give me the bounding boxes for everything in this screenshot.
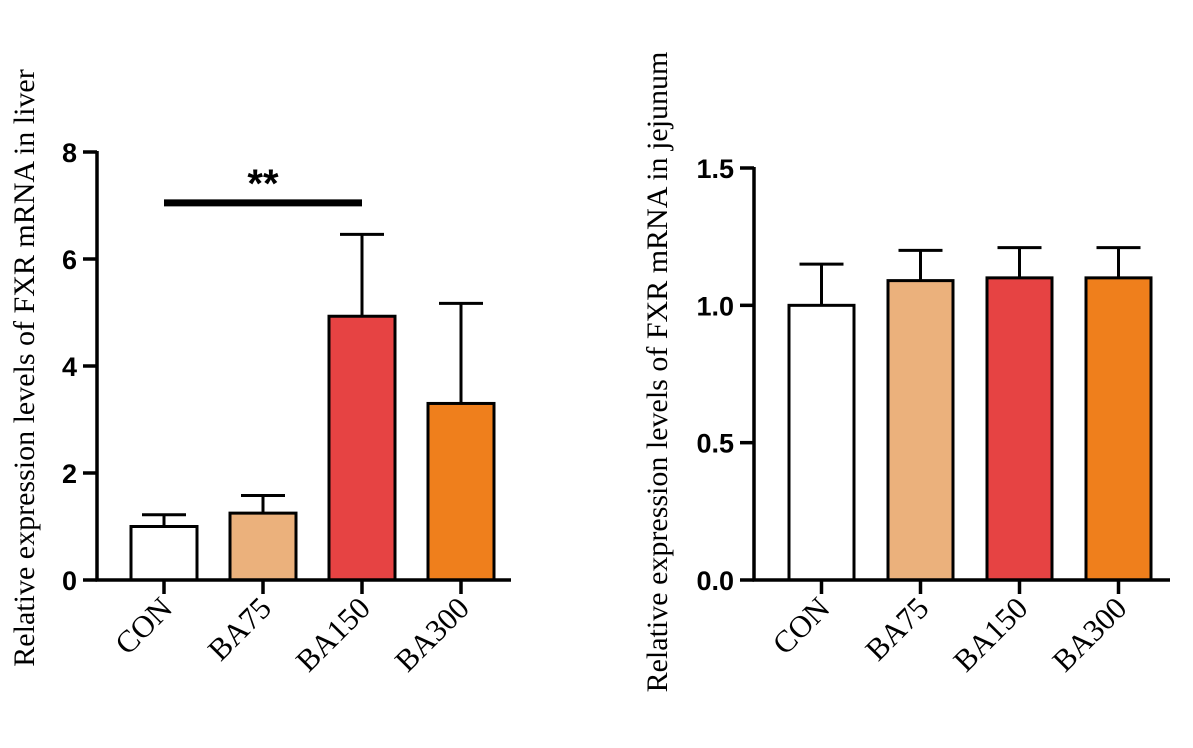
y-tick-labels: 0 2 4 6 8 [62, 138, 77, 596]
y-tick-label: 0 [62, 566, 77, 596]
liver-chart: Relative expression levels of FXR mRNA i… [8, 69, 511, 678]
bar [327, 314, 397, 582]
x-category-label: CON [108, 590, 179, 661]
bar [228, 511, 298, 582]
x-category-label: CON [765, 590, 836, 661]
significance-label: ** [247, 162, 279, 206]
x-category-label: BA300 [388, 590, 476, 678]
y-tick-label: 8 [62, 138, 77, 168]
y-tick-label: 0.5 [696, 429, 734, 459]
bar [985, 276, 1054, 582]
x-category-label: BA300 [1045, 590, 1133, 678]
bar [129, 525, 199, 582]
x-category-label: BA150 [946, 590, 1034, 678]
y-tick-labels: 0.0 0.5 1.0 1.5 [696, 154, 734, 596]
bars-layer [787, 246, 1153, 582]
x-category-labels: CON BA75 BA150 BA300 [765, 590, 1133, 678]
bar [426, 401, 496, 582]
y-tick-label: 1.0 [696, 291, 734, 321]
y-axis-title: Relative expression levels of FXR mRNA i… [8, 69, 41, 666]
x-category-labels: CON BA75 BA150 BA300 [108, 590, 476, 678]
y-tick-label: 0.0 [696, 566, 734, 596]
bar [1084, 276, 1153, 582]
bar [886, 279, 955, 582]
bars-layer [129, 232, 496, 582]
y-tick-label: 1.5 [696, 154, 734, 184]
bar [787, 303, 856, 582]
x-category-label: BA75 [858, 590, 935, 667]
jejunum-chart: Relative expression levels of FXR mRNA i… [641, 52, 1170, 693]
y-tick-label: 2 [62, 459, 77, 489]
x-category-label: BA150 [289, 590, 377, 678]
y-tick-label: 6 [62, 245, 77, 275]
x-category-label: BA75 [201, 590, 278, 667]
y-axis-title: Relative expression levels of FXR mRNA i… [641, 52, 674, 693]
y-tick-label: 4 [62, 352, 77, 382]
